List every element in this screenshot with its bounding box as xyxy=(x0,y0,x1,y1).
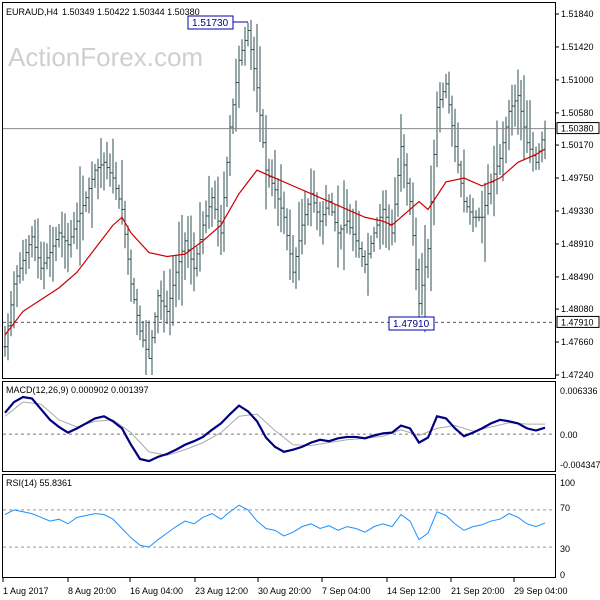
rsi-line xyxy=(4,504,546,548)
price-tick-label: 1.51840 xyxy=(561,9,594,19)
time-tick-label: 7 Sep 04:00 xyxy=(322,586,371,596)
moving-average-line xyxy=(4,148,546,336)
rsi-tick-100: 100 xyxy=(560,478,575,488)
price-tick-label: 1.47240 xyxy=(561,370,594,380)
price-tick-label: 1.50580 xyxy=(561,108,594,118)
time-tick-label: 14 Sep 12:00 xyxy=(387,586,441,596)
high-annotation-label: 1.51730 xyxy=(192,18,229,29)
time-tick-label: 16 Aug 04:00 xyxy=(130,586,183,596)
time-tick-label: 1 Aug 2017 xyxy=(3,586,49,596)
price-tick-label: 1.48910 xyxy=(561,239,594,249)
price-tick-label: 1.50170 xyxy=(561,140,594,150)
low-annotation-label: 1.47910 xyxy=(393,319,430,330)
macd-signal-line xyxy=(4,401,545,456)
price-bars xyxy=(3,20,547,375)
rsi-panel-frame xyxy=(2,474,556,578)
rsi-tick-0: 0 xyxy=(560,570,565,580)
time-tick-label: 30 Aug 20:00 xyxy=(258,586,311,596)
symbol-label: EURAUD,H4 xyxy=(6,7,58,17)
support-price-tag: 1.47910 xyxy=(556,315,600,328)
watermark: ActionForex.com xyxy=(8,42,203,72)
rsi-tick-70: 70 xyxy=(560,503,570,513)
macd-tick-zero: 0.00 xyxy=(560,430,578,440)
price-tick-label: 1.51000 xyxy=(561,75,594,85)
macd-tick-top: 0.006336 xyxy=(560,386,598,396)
price-tick-label: 1.47660 xyxy=(561,337,594,347)
rsi-tick-30: 30 xyxy=(560,544,570,554)
time-tick-label: 21 Sep 20:00 xyxy=(451,586,505,596)
price-tick-label: 1.48080 xyxy=(561,304,594,314)
price-tick-label: 1.51420 xyxy=(561,42,594,52)
support-price-tag-label: 1.47910 xyxy=(561,317,594,327)
time-tick-label: 23 Aug 12:00 xyxy=(195,586,248,596)
macd-title: MACD(12,26,9) 0.000902 0.001397 xyxy=(6,385,149,395)
rsi-title: RSI(14) 55.8361 xyxy=(6,478,72,488)
price-panel-frame xyxy=(2,2,556,379)
current-price-tag: 1.50380 xyxy=(556,122,600,135)
time-tick-label: 29 Sep 04:00 xyxy=(514,586,568,596)
macd-line xyxy=(4,395,546,463)
high-annotation: 1.51730 xyxy=(187,15,234,30)
price-tick-label: 1.49330 xyxy=(561,206,594,216)
macd-tick-bottom: -0.004347 xyxy=(560,460,600,470)
ohlc-label: 1.50349 1.50422 1.50344 1.50380 xyxy=(62,7,200,17)
time-tick-label: 8 Aug 20:00 xyxy=(68,586,116,596)
current-price-tag-label: 1.50380 xyxy=(561,124,594,134)
macd-panel-frame xyxy=(2,381,556,472)
low-annotation: 1.47910 xyxy=(388,316,435,331)
price-axis: 1.51840 1.51420 1.51000 1.50580 1.50170 1.497… xyxy=(555,9,594,380)
price-tick-label: 1.49750 xyxy=(561,173,594,183)
price-tick-label: 1.48490 xyxy=(561,272,594,282)
time-axis: 1 Aug 2017 8 Aug 20:00 16 Aug 04:00 23 Aug … xyxy=(2,578,568,596)
